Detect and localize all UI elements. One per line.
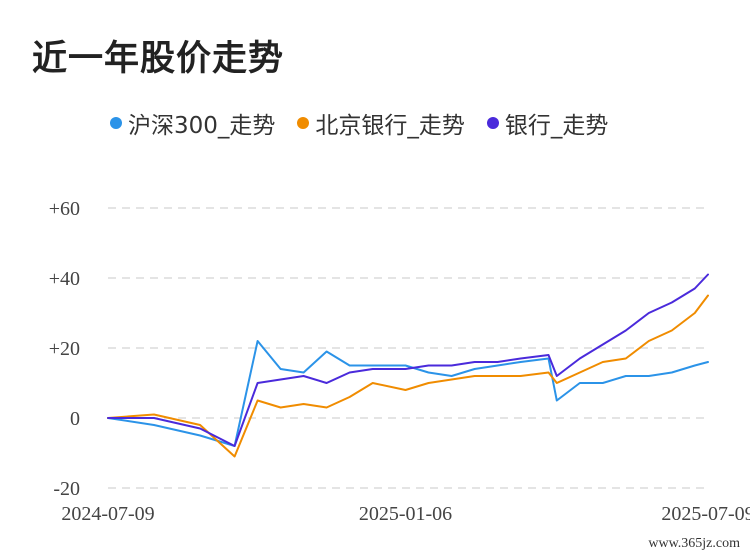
series-line-bob: [107, 294, 709, 458]
y-tick-label: -20: [53, 478, 80, 500]
legend-label-banks: 银行_走势: [504, 113, 609, 139]
series-line-banks: [107, 273, 709, 447]
legend: 沪深300_走势 北京银行_走势 银行_走势: [110, 106, 630, 140]
legend-label-csi300: 沪深300_走势: [128, 113, 276, 139]
legend-item-csi300[interactable]: 沪深300_走势: [110, 106, 275, 140]
legend-dot-bob: [297, 117, 310, 129]
series-line-csi300: [107, 340, 709, 447]
y-tick-label: +40: [49, 268, 80, 290]
y-tick-label: +60: [49, 198, 80, 220]
x-tick-label: 2025-07-09: [661, 503, 750, 525]
x-tick-label: 2024-07-09: [61, 503, 154, 525]
legend-label-bob: 北京银行_走势: [315, 113, 465, 139]
chart-title: 近一年股价走势: [32, 39, 285, 79]
legend-item-bob[interactable]: 北京银行_走势: [297, 106, 465, 140]
legend-dot-csi300: [110, 117, 122, 129]
x-tick-label: 2025-01-06: [359, 503, 452, 525]
legend-item-banks[interactable]: 银行_走势: [486, 106, 609, 140]
y-tick-label: 0: [70, 408, 80, 430]
watermark: www.365jz.com: [648, 536, 740, 551]
legend-dot-banks: [486, 117, 499, 129]
y-tick-label: +20: [49, 338, 80, 360]
